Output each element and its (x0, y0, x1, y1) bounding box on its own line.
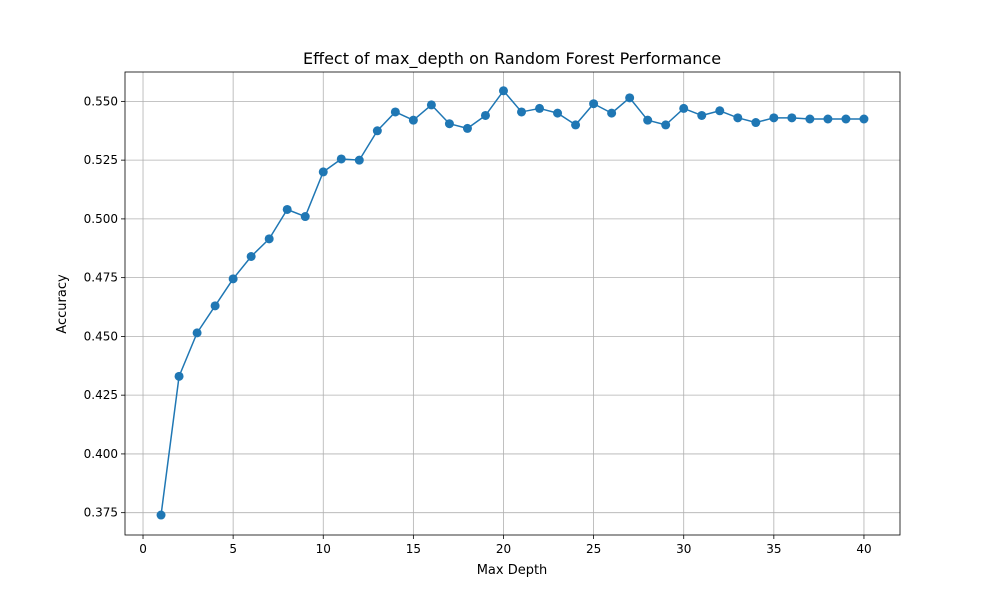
data-point (462, 123, 472, 133)
x-tick-label: 25 (586, 542, 601, 556)
data-series (156, 86, 869, 520)
data-point (174, 371, 184, 381)
y-tick-label: 0.475 (84, 271, 118, 285)
data-point (228, 274, 238, 284)
series-line (160, 90, 864, 516)
data-point (805, 114, 815, 124)
data-point (535, 103, 545, 113)
data-point (553, 108, 563, 118)
data-point (733, 113, 743, 123)
data-point (336, 154, 346, 164)
data-point (426, 100, 436, 110)
y-tick-label: 0.525 (84, 153, 118, 167)
data-point (769, 113, 779, 123)
x-tick-label: 5 (229, 542, 237, 556)
data-point (480, 110, 490, 120)
y-tick-label: 0.400 (84, 447, 118, 461)
y-tick-label: 0.375 (84, 506, 118, 520)
data-point (498, 86, 508, 96)
data-point (841, 114, 851, 124)
axis-ticks: 0 5 10 15 20 25 30 35 40 0.375 0.400 0.425 0.450 0.47… (84, 94, 872, 556)
data-point (589, 99, 599, 109)
data-point (697, 110, 707, 120)
data-point (210, 301, 220, 311)
data-point (354, 155, 364, 165)
data-point (661, 120, 671, 130)
data-point (264, 234, 274, 244)
data-point (517, 107, 527, 117)
x-tick-label: 35 (766, 542, 781, 556)
data-point (607, 108, 617, 118)
data-point (390, 107, 400, 117)
x-tick-label: 30 (676, 542, 691, 556)
x-axis-label: Max Depth (477, 563, 548, 578)
data-point (679, 103, 689, 113)
data-point (823, 114, 833, 124)
y-axis-label: Accuracy (55, 274, 70, 334)
x-tick-label: 15 (406, 542, 421, 556)
x-tick-label: 20 (496, 542, 511, 556)
data-point (246, 251, 256, 261)
y-tick-label: 0.500 (84, 212, 118, 226)
data-point (625, 93, 635, 103)
x-tick-label: 10 (316, 542, 331, 556)
data-point (787, 113, 797, 123)
y-tick-label: 0.425 (84, 388, 118, 402)
data-point (643, 115, 653, 125)
data-point (444, 119, 454, 129)
chart-title: Effect of max_depth on Random Forest Per… (303, 49, 721, 69)
data-point (408, 115, 418, 125)
data-point (751, 118, 761, 128)
data-point (571, 120, 581, 130)
grid (125, 72, 900, 535)
data-point (156, 510, 166, 520)
x-tick-label: 0 (139, 542, 147, 556)
x-tick-label: 40 (856, 542, 871, 556)
data-point (282, 204, 292, 214)
data-point (859, 114, 869, 124)
data-point (715, 106, 725, 116)
y-tick-label: 0.450 (84, 329, 118, 343)
plot-area-frame (124, 71, 901, 536)
data-point (318, 167, 328, 177)
data-point (372, 126, 382, 136)
data-point (192, 328, 202, 338)
data-point (300, 212, 310, 222)
y-tick-label: 0.550 (84, 94, 118, 108)
